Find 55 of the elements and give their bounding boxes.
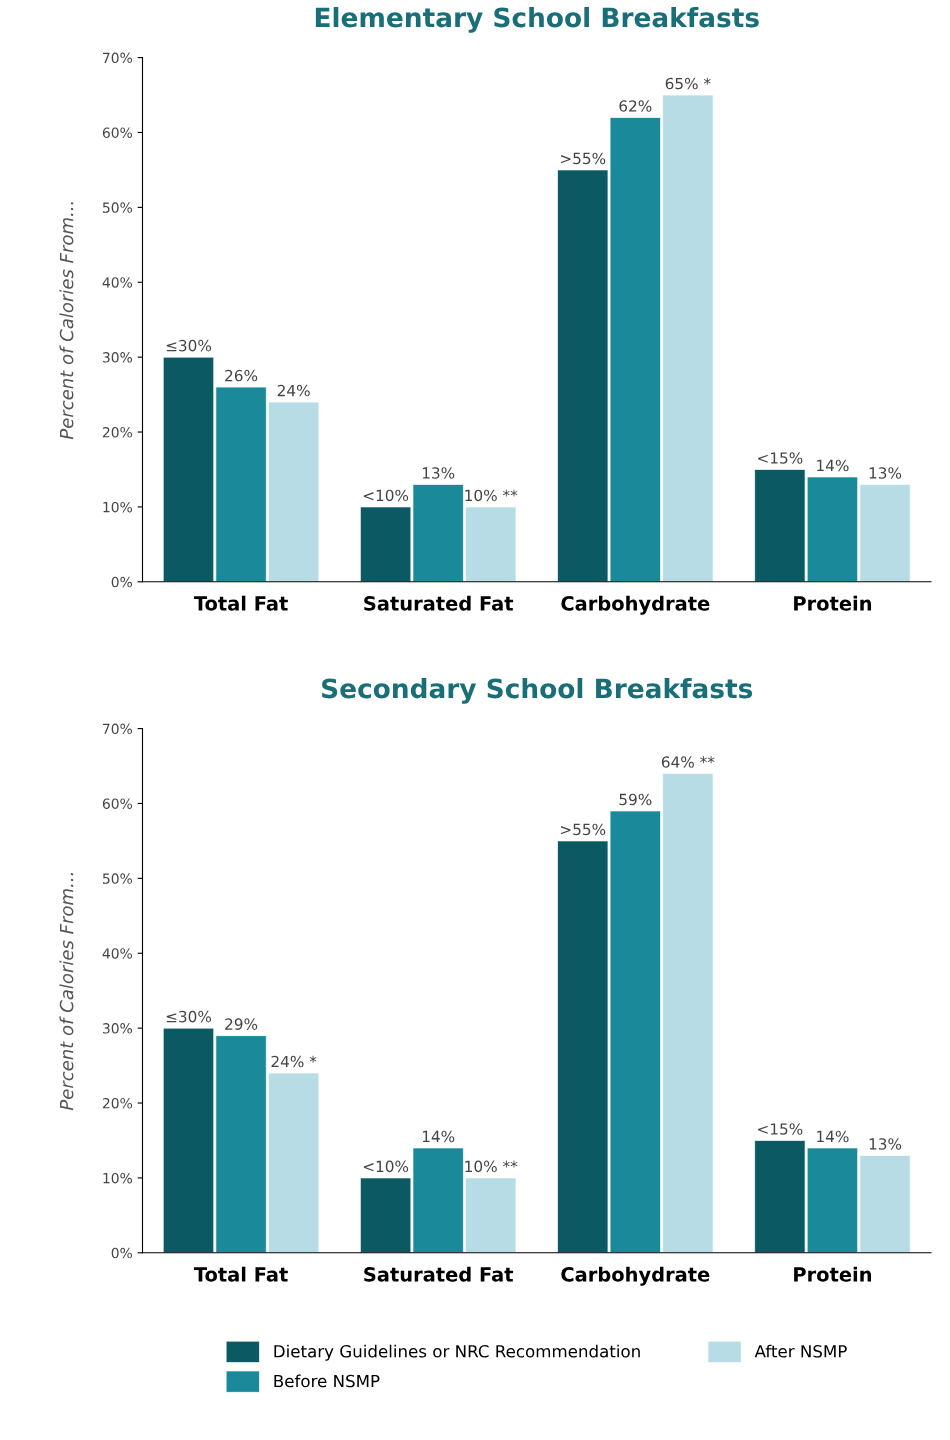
legend-label: Dietary Guidelines or NRC Recommendation — [274, 1344, 640, 1361]
data-label: 64% ** — [661, 756, 715, 768]
data-label: 62% — [619, 100, 652, 112]
y-axis-title: Percent of Calories From... — [59, 873, 74, 1111]
y-tick-label: 20% — [102, 1097, 133, 1109]
data-label: 24% * — [271, 1055, 317, 1068]
y-tick-label: 10% — [103, 501, 133, 513]
y-tick-label: 70% — [103, 52, 133, 64]
data-label: <15% — [758, 1123, 803, 1135]
data-label: 14% — [817, 1130, 849, 1143]
data-label: 13% — [869, 1138, 902, 1150]
data-label: 10% ** — [465, 489, 518, 502]
x-tick-label: Protein — [794, 1266, 872, 1282]
data-label: ≤30% — [166, 1010, 212, 1023]
data-label: 24% — [277, 384, 310, 397]
data-label: <10% — [363, 1160, 409, 1173]
y-tick-label: 30% — [102, 352, 133, 363]
data-label: 26% — [225, 369, 258, 382]
y-tick-label: 0% — [111, 576, 133, 588]
data-label: >55% — [560, 152, 606, 165]
x-tick-label: Total Fat — [193, 1266, 288, 1282]
y-tick-label: 70% — [103, 723, 133, 735]
x-tick-label: Total Fat — [193, 595, 288, 611]
x-tick-label: Saturated Fat — [364, 595, 514, 611]
data-label: 65% * — [665, 77, 711, 90]
y-tick-label: 10% — [103, 1172, 133, 1184]
legend-label: Before NSMP — [274, 1374, 380, 1388]
legend-label: After NSMP — [754, 1344, 847, 1358]
y-tick-label: 30% — [102, 1023, 133, 1034]
y-tick-label: 0% — [111, 1247, 133, 1259]
data-label: >55% — [560, 823, 606, 836]
data-label: <15% — [758, 452, 803, 464]
y-tick-label: 50% — [102, 202, 133, 213]
y-tick-label: 20% — [102, 427, 133, 438]
data-label: 14% — [422, 1130, 455, 1143]
data-label: 59% — [619, 793, 652, 806]
data-label: 13% — [869, 467, 902, 479]
data-label: 10% ** — [465, 1160, 518, 1173]
x-tick-label: Protein — [794, 595, 872, 611]
x-tick-label: Carbohydrate — [561, 1266, 710, 1286]
data-label: <10% — [363, 489, 409, 502]
data-label: ≤30% — [166, 339, 212, 352]
y-tick-label: 40% — [102, 277, 133, 288]
data-label: 13% — [422, 467, 455, 479]
x-tick-label: Saturated Fat — [364, 1266, 514, 1282]
y-tick-label: 50% — [102, 873, 133, 884]
x-tick-label: Carbohydrate — [561, 595, 710, 615]
chart-title: Elementary School Breakfasts — [315, 6, 759, 33]
data-label: 29% — [225, 1018, 258, 1030]
y-tick-label: 40% — [102, 948, 133, 959]
y-tick-label: 60% — [102, 127, 133, 138]
y-tick-label: 60% — [102, 798, 133, 809]
data-label: 14% — [817, 459, 849, 472]
y-axis-title: Percent of Calories From... — [59, 202, 74, 440]
chart-title: Secondary School Breakfasts — [322, 677, 753, 704]
